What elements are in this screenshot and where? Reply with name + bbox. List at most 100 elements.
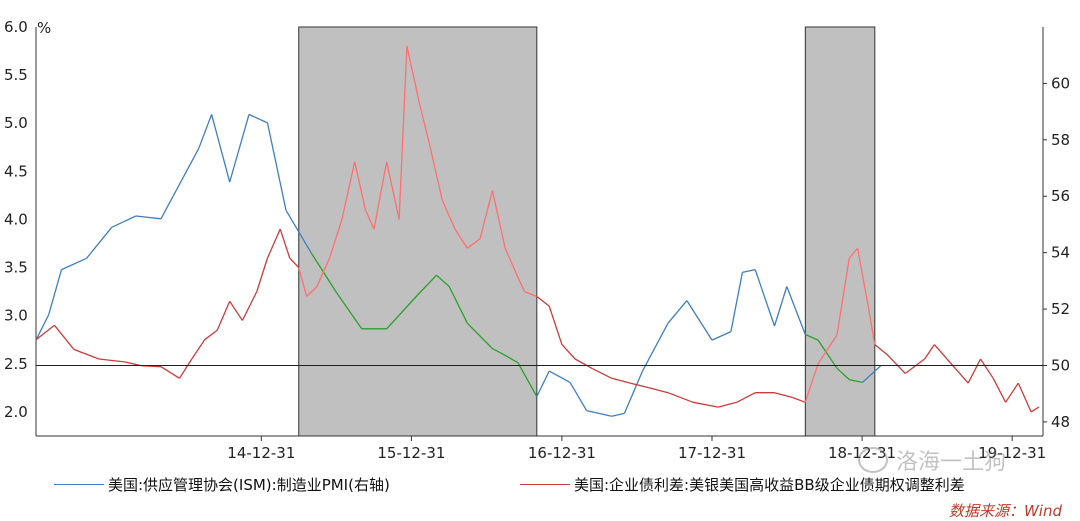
series-1-segment-2 <box>73 348 100 360</box>
right-tick-label-6: 48 <box>1051 413 1070 431</box>
series-1-segment-40 <box>561 344 576 360</box>
right-tick-label-5: 50 <box>1051 356 1070 374</box>
left-tick-label-1: 5.5 <box>4 66 28 84</box>
series-1-segment-41 <box>574 358 593 370</box>
series-0-segment-40 <box>817 339 838 369</box>
series-0-segment-31 <box>667 300 688 324</box>
series-1-segment-60 <box>886 353 906 374</box>
series-1-segment-65 <box>967 358 982 384</box>
series-1-segment-21 <box>341 161 356 220</box>
x-tick-label-5: 19-12-31 <box>978 444 1046 462</box>
series-0-segment-1 <box>48 269 63 315</box>
left-tick-label-7: 2.5 <box>4 355 28 373</box>
series-0-segment-32 <box>686 300 713 341</box>
series-0-segment-16 <box>386 294 419 330</box>
series-1-segment-45 <box>649 387 669 394</box>
series-1-segment-49 <box>736 392 756 403</box>
series-0-segment-26 <box>569 382 588 411</box>
series-1-segment-0 <box>35 324 55 341</box>
series-0-segment-21 <box>492 348 504 355</box>
series-0-segment-8 <box>210 114 231 183</box>
watermark: 洛海一土狗 <box>858 444 1006 476</box>
series-1-segment-56 <box>848 247 859 259</box>
series-1-segment-26 <box>398 46 408 220</box>
series-1-segment-57 <box>856 248 869 307</box>
series-0-segment-14 <box>335 291 363 330</box>
series-1-segment-13 <box>256 257 269 292</box>
right-tick-label-2: 56 <box>1051 187 1070 205</box>
series-1-segment-64 <box>954 368 969 384</box>
series-0-segment-11 <box>266 122 287 211</box>
series-1-segment-29 <box>428 142 443 201</box>
series-1-segment-10 <box>216 301 231 331</box>
series-0-segment-41 <box>836 367 850 381</box>
series-1-segment-52 <box>792 396 806 403</box>
series-1-segment-27 <box>406 46 421 105</box>
series-1-segment-28 <box>418 103 430 143</box>
series-0-segment-34 <box>730 272 744 332</box>
series-1-segment-37 <box>524 290 538 298</box>
series-1-segment-67 <box>992 378 1007 403</box>
x-tick-label-0: 14-12-31 <box>227 444 295 462</box>
right-tick-label-4: 52 <box>1051 300 1070 318</box>
series-1-segment-35 <box>504 248 519 278</box>
series-1-segment-32 <box>466 238 481 249</box>
series-0-segment-29 <box>623 370 644 414</box>
series-0-segment-38 <box>786 286 806 335</box>
right-tick-label-1: 58 <box>1051 131 1070 149</box>
left-tick-label-4: 4.0 <box>4 210 28 228</box>
series-0-segment-33 <box>711 331 732 341</box>
series-1-segment-9 <box>204 329 218 341</box>
right-tick-label-3: 54 <box>1051 244 1070 262</box>
series-0-segment-0 <box>35 314 50 341</box>
shaded-period-1 <box>804 26 876 437</box>
series-0-segment-4 <box>111 215 137 228</box>
series-1-segment-63 <box>933 344 956 370</box>
series-1-segment-15 <box>279 228 291 259</box>
series-1-segment-62 <box>924 344 935 360</box>
x-tick-label-3: 17-12-31 <box>678 444 746 462</box>
series-0-segment-39 <box>805 333 819 341</box>
chat-bubble-icon <box>858 447 888 473</box>
series-1-segment-70 <box>1030 406 1040 413</box>
legend-swatch-pmi <box>54 484 104 485</box>
legend-item-spread: 美国:企业债利差:美银美国高收益BB级企业债期权调整利差 <box>520 474 965 495</box>
x-tick-label-2: 16-12-31 <box>528 444 596 462</box>
series-0-segment-36 <box>754 269 776 327</box>
series-1-segment-3 <box>98 358 125 363</box>
series-1-segment-36 <box>517 276 526 292</box>
series-1-segment-51 <box>774 392 793 399</box>
legend-swatch-spread <box>520 484 570 485</box>
series-1-segment-17 <box>298 267 308 297</box>
series-1-segment-46 <box>667 392 694 403</box>
series-1-segment-7 <box>178 358 193 379</box>
series-lines <box>35 46 1040 417</box>
legend-item-pmi: 美国:供应管理协会(ISM):制造业PMI(右轴) <box>54 474 390 495</box>
series-1-segment-34 <box>491 190 506 249</box>
left-tick-label-5: 3.5 <box>4 259 28 277</box>
legend-label-pmi: 美国:供应管理协会(ISM):制造业PMI(右轴) <box>108 476 390 494</box>
right-tick-label-0: 60 <box>1051 74 1070 92</box>
series-0-segment-12 <box>285 209 312 254</box>
left-axis-unit: % <box>37 19 51 37</box>
chart: 6.0 5.5 5.0 4.5 4.0 3.5 3.0 2.5 2.0% 60 58 56 54 52 50… <box>4 18 1070 462</box>
series-0-segment-5 <box>135 215 162 220</box>
series-1-segment-39 <box>548 305 563 345</box>
series-1-segment-58 <box>867 305 876 345</box>
series-1-segment-43 <box>611 377 631 384</box>
series-1-segment-54 <box>817 334 838 365</box>
series-1-segment-25 <box>386 161 400 220</box>
series-0-segment-3 <box>86 226 113 259</box>
series-1-segment-19 <box>316 257 331 288</box>
series-0-segment-42 <box>849 378 863 384</box>
legend-label-spread: 美国:企业债利差:美银美国高收益BB级企业债期权调整利差 <box>574 476 965 494</box>
series-1-segment-18 <box>306 286 318 297</box>
series-1-segment-42 <box>592 368 612 379</box>
series-0-segment-6 <box>160 147 200 220</box>
axes <box>35 27 1047 441</box>
series-1-segment-14 <box>266 228 281 259</box>
series-0-segment-2 <box>61 257 87 271</box>
series-1-segment-53 <box>804 363 819 403</box>
series-1-segment-22 <box>354 161 367 210</box>
series-0-segment-35 <box>742 268 756 274</box>
